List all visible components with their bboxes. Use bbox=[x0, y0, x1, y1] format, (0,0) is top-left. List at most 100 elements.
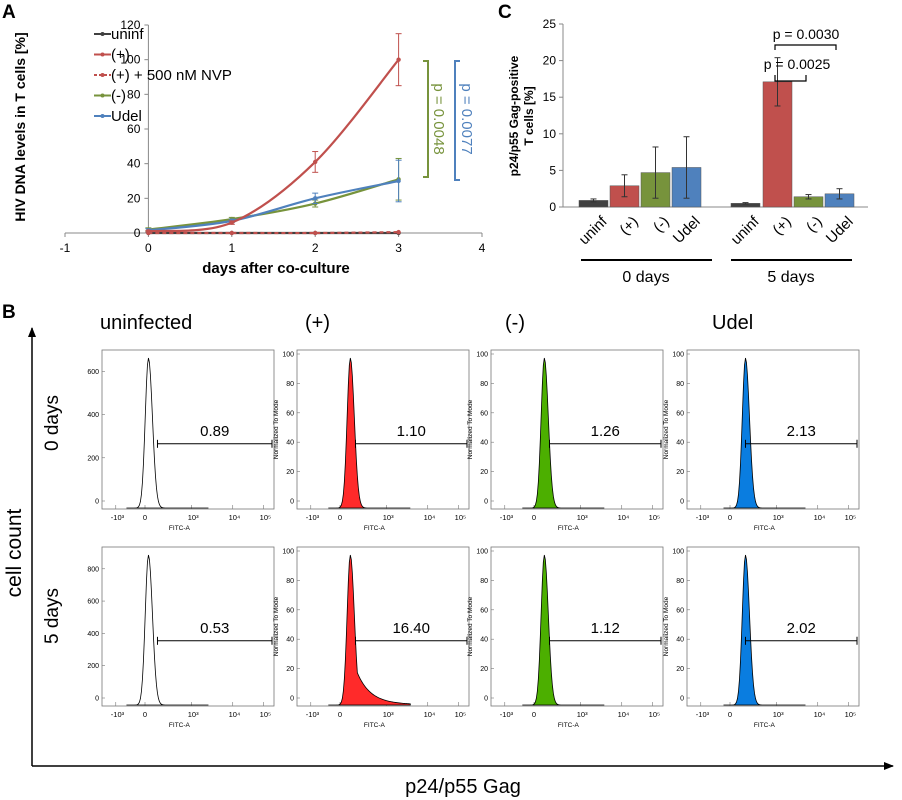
panel-c-letter: C bbox=[498, 2, 512, 23]
a-y-tick-label: 100 bbox=[120, 53, 140, 67]
histo-y-tick-label: 40 bbox=[480, 440, 488, 447]
histo-y-tick-label: 20 bbox=[676, 666, 684, 673]
panel-c-p2: p = 0.0030 bbox=[773, 26, 840, 42]
panel-a-legend: uninf (+) (+) + 500 nM NVP (-) Udel bbox=[94, 26, 232, 125]
histo-y-tick-label: 80 bbox=[480, 578, 488, 585]
histo-x-tick-label: 10⁴ bbox=[424, 710, 436, 719]
a-data-point bbox=[313, 230, 318, 236]
c-category-label: (+) bbox=[616, 213, 641, 238]
histo-x-tick-label: -10³ bbox=[306, 513, 320, 522]
histo-y-tick-label: 0 bbox=[95, 499, 99, 506]
histo-y-tick-label: 80 bbox=[286, 381, 294, 388]
a-y-tick-label: 60 bbox=[127, 122, 141, 136]
panel-b-letter: B bbox=[2, 302, 16, 323]
a-y-tick-label: 40 bbox=[127, 157, 141, 171]
histo-x-tick-label: 0 bbox=[143, 513, 147, 522]
histo-x-tick-label: -10³ bbox=[696, 710, 710, 719]
a-data-point bbox=[146, 229, 151, 234]
histogram-curve bbox=[328, 357, 411, 509]
legend-label: (+) bbox=[111, 47, 130, 64]
col-title-minus: (-) bbox=[505, 312, 525, 334]
histo-y-tick-label: 0 bbox=[290, 696, 294, 703]
col-title-udel: Udel bbox=[712, 312, 753, 334]
histo-x-tick-label: -10³ bbox=[306, 710, 320, 719]
histo-y-tick-label: 60 bbox=[286, 410, 294, 417]
a-y-tick-label: 0 bbox=[134, 226, 141, 240]
histogram-panel: 0 20 40 60 80 100 Normalized To Mode -10³ 0 10³ 10… bbox=[663, 546, 860, 729]
histogram-panel: 0 20 40 60 80 100 Normalized To Mode -10³ 0 10³ 10… bbox=[467, 349, 664, 532]
row-label-0days: 0 days bbox=[42, 395, 63, 451]
histogram-panel: 0 200 400 600 -10³ 0 10³ 10⁴ 10⁵ FITC-A 0.89 bbox=[87, 349, 275, 532]
histo-y-tick-label: 0 bbox=[680, 499, 684, 506]
c-category-label: (-) bbox=[650, 213, 673, 236]
gate-value: 16.40 bbox=[392, 620, 430, 637]
histo-x-tick-label: 10⁴ bbox=[229, 513, 241, 522]
histo-y-tick-label: 100 bbox=[476, 352, 488, 359]
legend-label: (-) bbox=[111, 88, 126, 105]
histo-y-tick-label: 20 bbox=[676, 469, 684, 476]
histo-y-tick-label: 60 bbox=[480, 607, 488, 614]
histo-y-tick-label: 60 bbox=[676, 607, 684, 614]
histo-y-tick-label: 40 bbox=[676, 637, 684, 644]
panel-c-bars bbox=[578, 57, 855, 208]
histo-x-tick-label: 10⁴ bbox=[814, 513, 826, 522]
histogram-frame bbox=[490, 349, 664, 510]
histo-y-label: Normalized To Mode bbox=[273, 596, 280, 656]
row-label-5days: 5 days bbox=[42, 588, 63, 644]
histo-y-tick-label: 200 bbox=[87, 663, 99, 670]
histo-y-label: Normalized To Mode bbox=[467, 596, 474, 656]
histo-x-label: FITC-A bbox=[558, 722, 580, 729]
a-y-tick-label: 80 bbox=[127, 87, 141, 101]
c-category-label: (-) bbox=[803, 213, 826, 236]
panel-a-ylabel: HIV DNA levels in T cells [%] bbox=[12, 32, 28, 221]
histo-y-tick-label: 20 bbox=[480, 666, 488, 673]
c-y-tick-label: 0 bbox=[549, 200, 556, 214]
histogram-curve bbox=[522, 554, 605, 706]
histo-y-tick-label: 100 bbox=[282, 549, 294, 556]
histo-y-tick-label: 100 bbox=[672, 352, 684, 359]
gate-value: 1.26 bbox=[591, 423, 620, 440]
histo-x-tick-label: 10³ bbox=[383, 513, 394, 522]
histo-y-tick-label: 0 bbox=[290, 499, 294, 506]
histo-x-tick-label: 10⁵ bbox=[649, 710, 660, 719]
histo-x-tick-label: -10³ bbox=[500, 513, 514, 522]
histo-y-tick-label: 0 bbox=[680, 696, 684, 703]
bracket-p1 bbox=[774, 75, 807, 82]
histogram-frame bbox=[296, 546, 470, 707]
histogram-curve bbox=[522, 357, 605, 509]
histo-x-tick-label: 10⁵ bbox=[845, 710, 856, 719]
gate-value: 1.10 bbox=[397, 423, 426, 440]
histo-x-tick-label: 0 bbox=[338, 710, 342, 719]
panel-b-xaxis-label: p24/p55 Gag bbox=[405, 776, 521, 798]
histogram-curve bbox=[723, 554, 806, 706]
gate-value: 2.13 bbox=[787, 423, 816, 440]
a-x-tick-label: 2 bbox=[312, 241, 319, 255]
histogram-curve bbox=[723, 357, 806, 509]
a-data-point bbox=[396, 229, 401, 235]
histo-y-tick-label: 100 bbox=[476, 549, 488, 556]
histo-x-tick-label: 0 bbox=[728, 710, 732, 719]
histo-x-tick-label: 10⁵ bbox=[260, 710, 271, 719]
panel-c-ylabel-line2: T cells [%] bbox=[522, 86, 536, 145]
a-x-tick-label: 3 bbox=[395, 241, 402, 255]
histo-x-label: FITC-A bbox=[169, 525, 191, 532]
histogram-panel: 0 200 400 600 800 -10³ 0 10³ 10⁴ 10⁵ FITC-A 0.53 bbox=[87, 546, 275, 729]
a-data-point bbox=[229, 220, 234, 225]
histo-y-tick-label: 400 bbox=[87, 412, 99, 419]
legend-marker bbox=[100, 73, 105, 77]
histogram-frame bbox=[101, 349, 275, 510]
gate-value: 2.02 bbox=[787, 620, 816, 637]
gate-value: 0.53 bbox=[200, 620, 229, 637]
legend-marker bbox=[100, 93, 105, 98]
c-y-tick-label: 15 bbox=[543, 90, 557, 104]
histo-y-tick-label: 600 bbox=[87, 599, 99, 606]
a-series-line bbox=[148, 179, 399, 232]
col-title-plus: (+) bbox=[305, 312, 330, 334]
histo-x-tick-label: -10³ bbox=[111, 513, 125, 522]
histo-x-label: FITC-A bbox=[558, 525, 580, 532]
histo-x-tick-label: 0 bbox=[728, 513, 732, 522]
panel-b-yaxis-label: cell count bbox=[3, 508, 26, 597]
panel-a-xlabel: days after co-culture bbox=[202, 260, 350, 277]
